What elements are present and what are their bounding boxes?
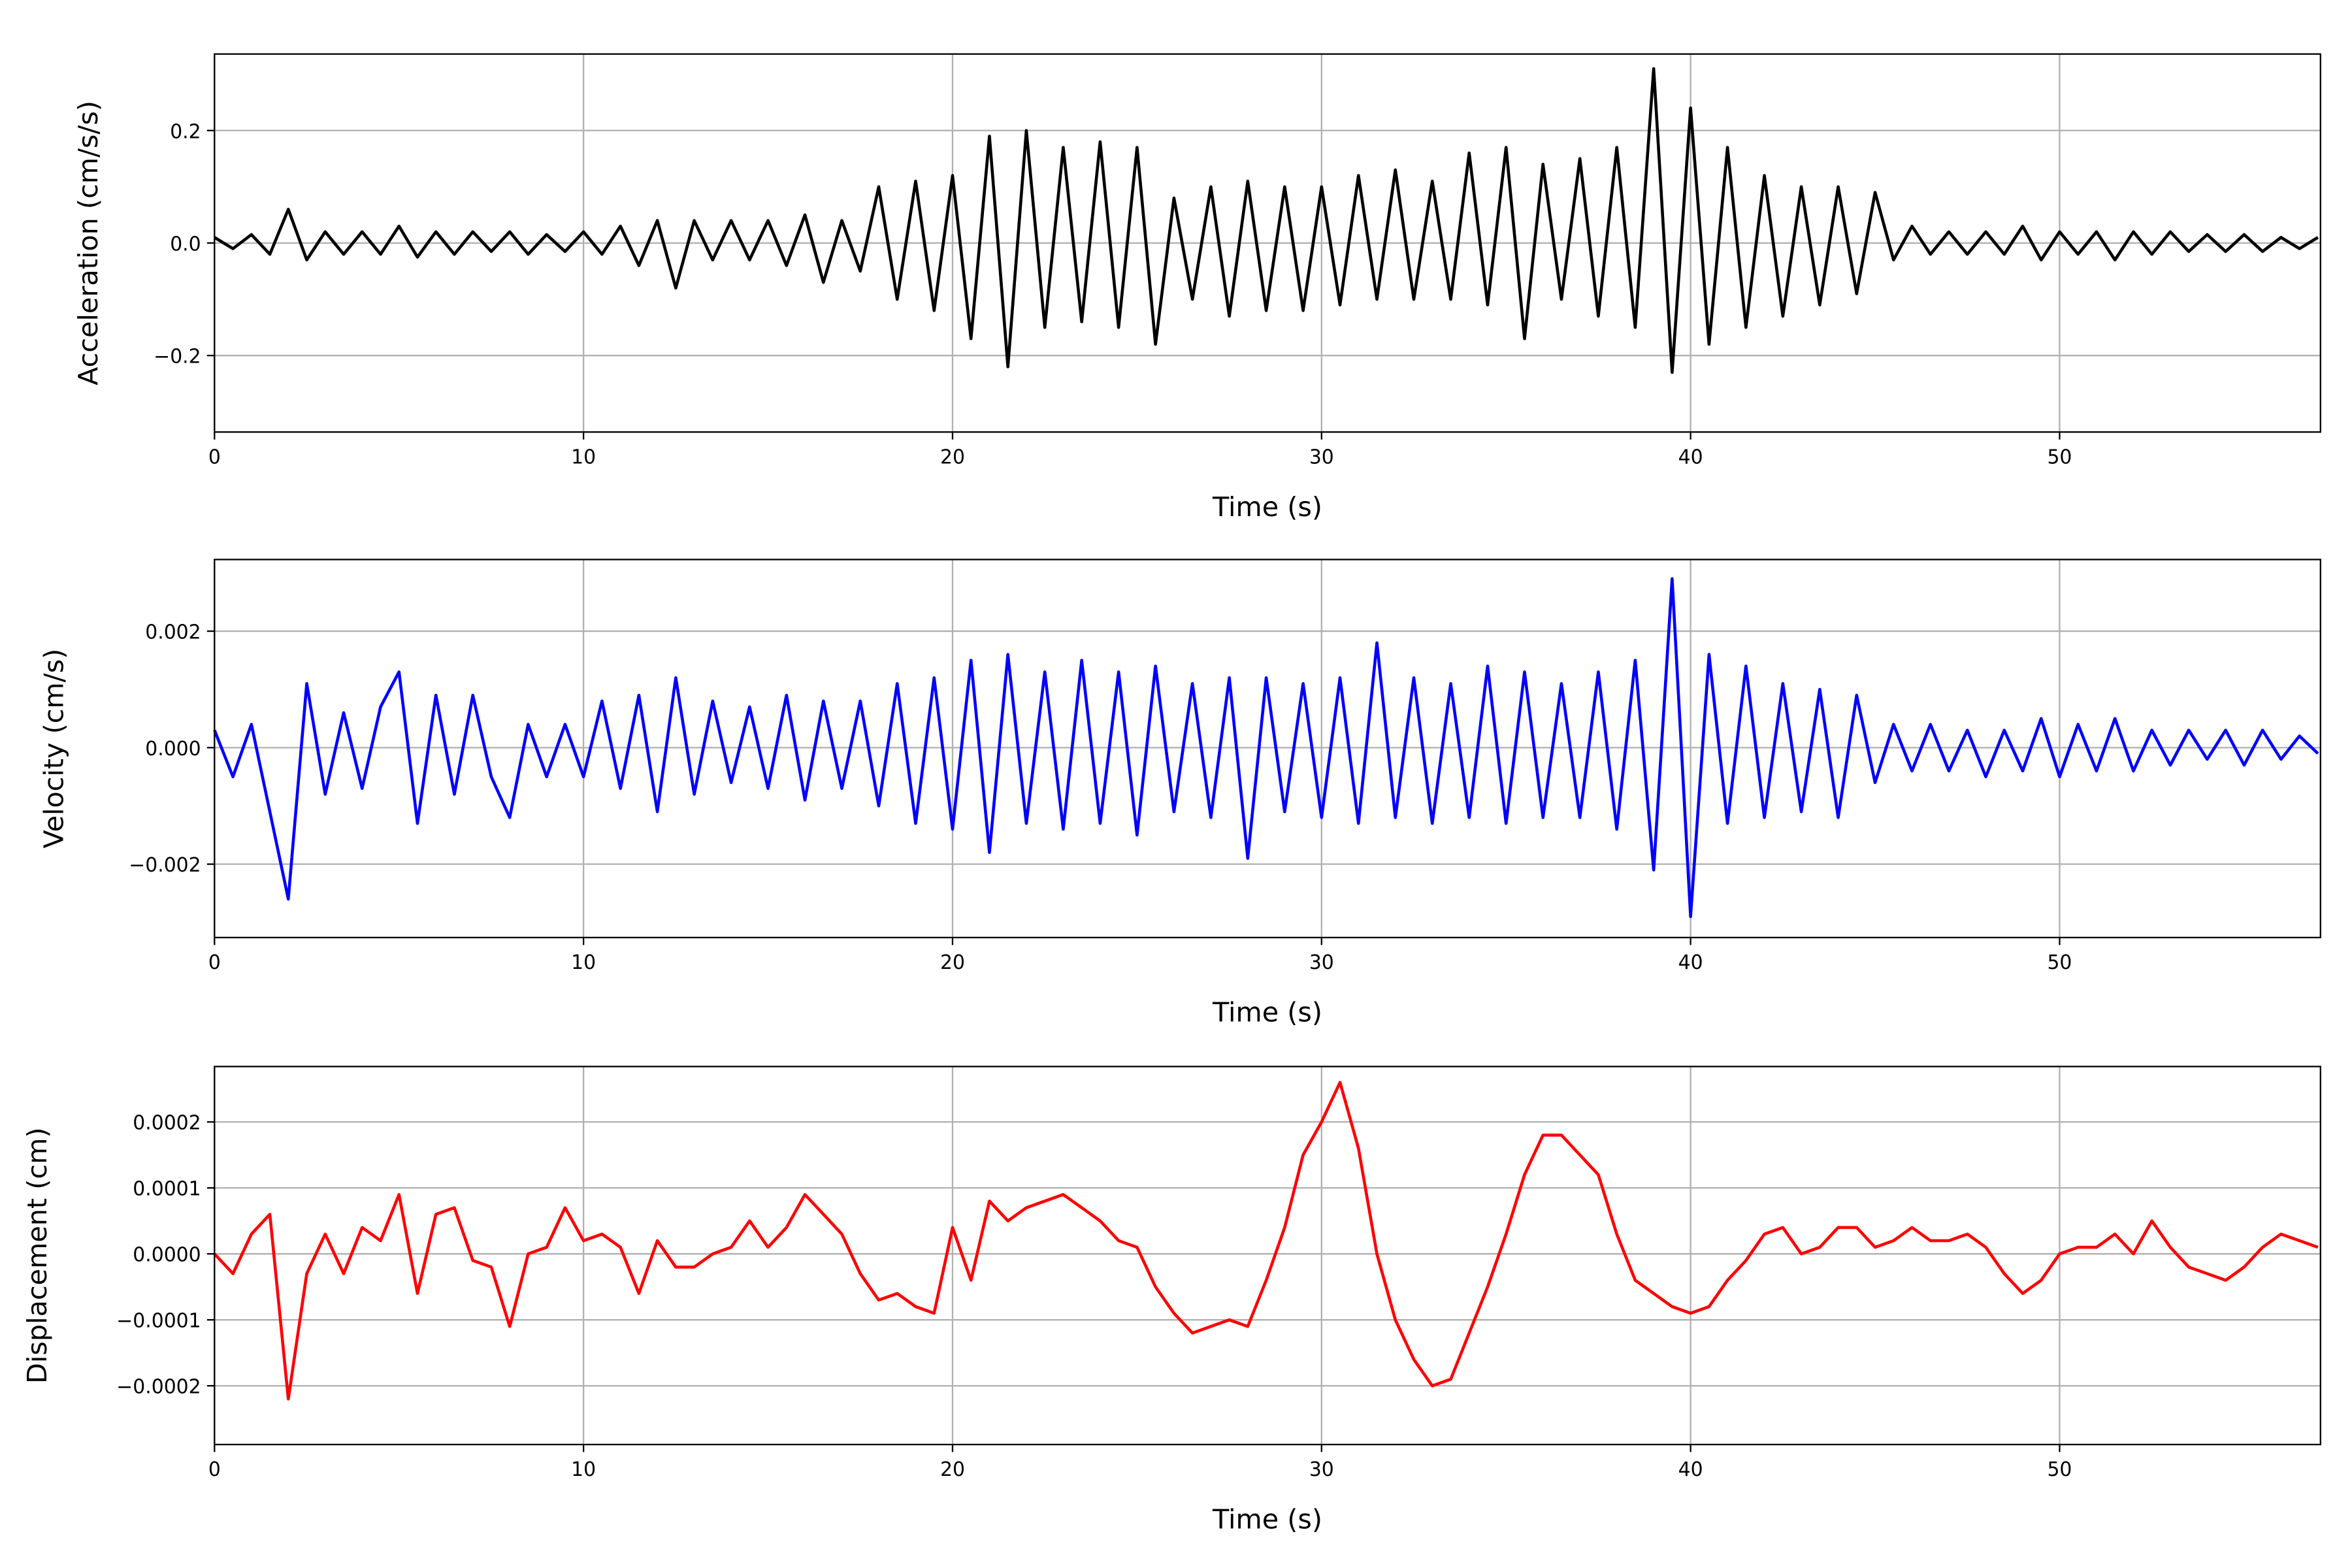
y-tick-label: −0.0001 (116, 1310, 201, 1333)
x-tick-label: 50 (2047, 446, 2072, 468)
y-tick-label: 0.0000 (133, 1244, 201, 1267)
data-line (213, 1081, 2319, 1401)
x-tick-label: 20 (940, 951, 965, 974)
x-tick-label: 10 (571, 446, 596, 468)
x-tick-label: 10 (571, 1458, 596, 1481)
x-tick-label: 50 (2047, 1458, 2072, 1481)
x-tick-label: 0 (208, 951, 221, 974)
y-tick-label: −0.0002 (116, 1376, 201, 1399)
y-tick-label: 0.0002 (133, 1112, 201, 1135)
x-tick-label: 10 (571, 951, 596, 974)
plot-frame (214, 559, 2321, 939)
y-axis-label: Acceleration (cm/s/s) (73, 101, 104, 385)
x-tick-label: 50 (2047, 951, 2072, 974)
data-line (213, 577, 2319, 919)
x-tick-label: 0 (208, 446, 221, 468)
x-tick-label: 30 (1309, 951, 1334, 974)
x-tick-label: 20 (940, 1458, 965, 1481)
x-tick-label: 30 (1309, 446, 1334, 468)
y-tick-label: −0.002 (129, 854, 201, 877)
y-axis-label: Velocity (cm/s) (38, 649, 69, 849)
y-tick-label: 0.000 (145, 738, 201, 760)
y-axis-label: Displacement (cm) (22, 1128, 53, 1384)
x-axis-label: Time (s) (1212, 997, 1322, 1028)
x-tick-label: 0 (208, 1458, 221, 1481)
plot-frame (214, 1066, 2321, 1446)
x-tick-label: 20 (940, 446, 965, 468)
y-tick-label: −0.2 (154, 346, 201, 368)
x-tick-label: 40 (1678, 446, 1703, 468)
x-axis-label: Time (s) (1212, 1504, 1322, 1535)
x-tick-label: 40 (1678, 951, 1703, 974)
y-tick-label: 0.2 (170, 120, 201, 143)
x-tick-label: 40 (1678, 1458, 1703, 1481)
data-line (214, 67, 2319, 374)
y-tick-label: 0.002 (145, 621, 201, 644)
y-tick-label: 0.0 (170, 233, 201, 255)
x-axis-label: Time (s) (1212, 491, 1322, 523)
plot-frame (214, 53, 2321, 433)
y-tick-label: 0.0001 (133, 1178, 201, 1201)
x-tick-label: 30 (1309, 1458, 1334, 1481)
